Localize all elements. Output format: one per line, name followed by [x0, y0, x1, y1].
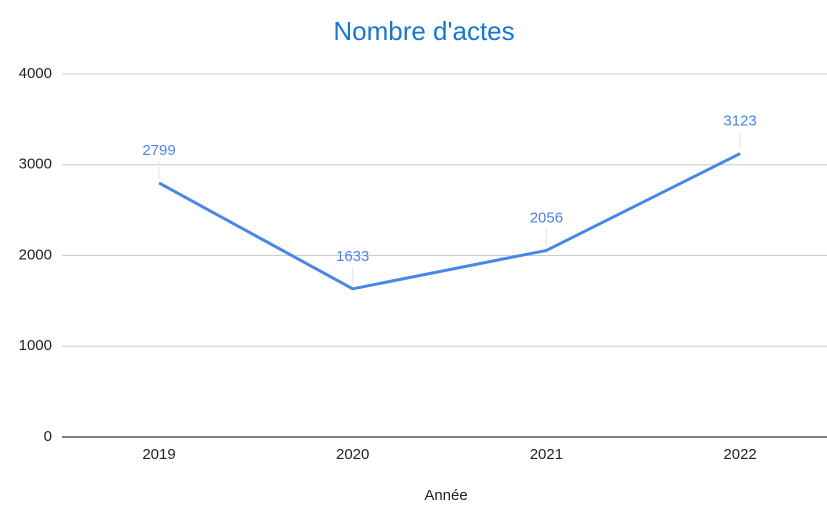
x-tick-label: 2022: [723, 446, 756, 463]
data-label: 2799: [142, 142, 175, 159]
data-label: 1633: [336, 248, 369, 265]
y-tick-label: 0: [44, 428, 52, 445]
data-label: 3123: [723, 113, 756, 130]
x-tick-label: 2019: [142, 446, 175, 463]
y-tick-label: 4000: [19, 65, 52, 82]
line-series: [158, 152, 741, 291]
y-tick-label: 1000: [19, 337, 52, 354]
x-tick-label: 2021: [530, 446, 563, 463]
x-tick-label: 2020: [336, 446, 369, 463]
data-label: 2056: [530, 209, 563, 226]
x-axis-label: Année: [424, 487, 467, 504]
y-tick-label: 2000: [19, 246, 52, 263]
y-tick-label: 3000: [19, 156, 52, 173]
chart-title: Nombre d'actes: [333, 16, 514, 46]
